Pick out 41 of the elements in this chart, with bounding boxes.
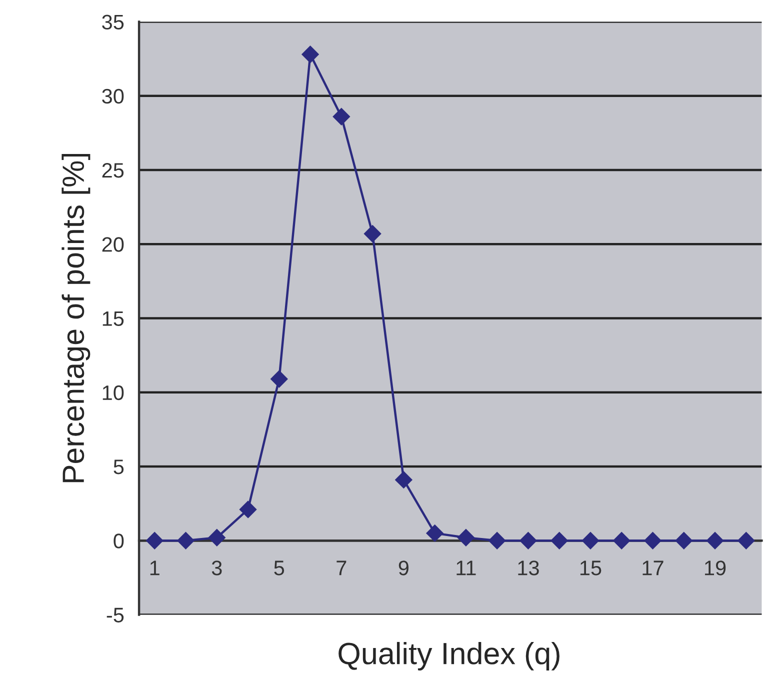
point [738, 532, 755, 550]
point [332, 108, 350, 126]
y-tick-label: 30 [102, 88, 124, 104]
point [270, 370, 288, 388]
point [520, 532, 537, 550]
y-tick-label: 25 [102, 163, 124, 178]
x-tick-label: 9 [398, 560, 408, 576]
point [706, 532, 724, 550]
y-axis-title: Percentage of points [%] [62, 154, 90, 482]
x-tick-label: 13 [518, 560, 539, 576]
y-tick-label: 15 [102, 311, 124, 326]
point [146, 532, 164, 550]
point [239, 500, 257, 518]
point [457, 529, 474, 546]
y-tick-label: -5 [106, 608, 124, 622]
x-tick-label: 7 [336, 560, 346, 576]
y-tick-label: 35 [102, 14, 124, 30]
point [644, 532, 662, 550]
x-tick-label: 1 [150, 560, 160, 576]
x-tick-label: 3 [212, 560, 222, 576]
point [395, 471, 412, 488]
x-tick-label: 11 [456, 560, 476, 576]
y-tick-label: 10 [102, 385, 124, 400]
y-tick-label: 0 [114, 534, 124, 548]
point [364, 225, 382, 242]
point [426, 524, 444, 542]
point [582, 532, 600, 550]
point [613, 532, 630, 550]
point [302, 46, 319, 63]
y-tick-label: 5 [114, 460, 124, 474]
point [177, 532, 194, 550]
point [208, 529, 226, 546]
x-tick-label: 15 [580, 560, 602, 576]
x-tick-label: 5 [274, 560, 284, 576]
y-tick-label: 20 [102, 237, 124, 252]
x-tick-label: 19 [705, 560, 726, 576]
point [675, 532, 692, 550]
x-tick-label: 17 [642, 560, 664, 576]
point [550, 532, 568, 550]
point [488, 532, 506, 550]
x-axis-title: Quality Index (q) [338, 642, 560, 670]
